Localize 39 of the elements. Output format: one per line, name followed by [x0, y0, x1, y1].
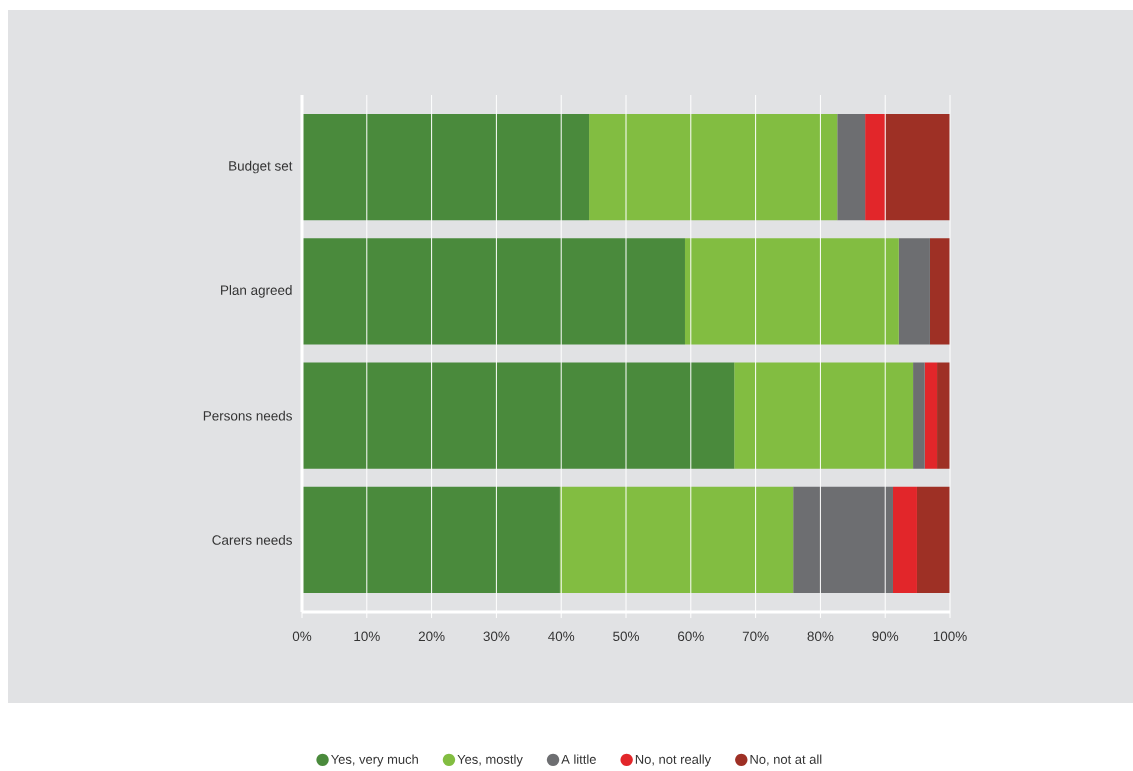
bar [892, 486, 917, 594]
x-tick-label: 90% [872, 631, 899, 642]
bar [865, 113, 886, 221]
bar [929, 238, 951, 345]
bar [302, 238, 685, 345]
bar [559, 486, 794, 594]
bar [734, 362, 914, 469]
x-tick-label: 40% [548, 631, 575, 642]
x-tick-label: 80% [807, 631, 834, 642]
y-tick-label: Plan agreed [221, 285, 292, 298]
bar [913, 362, 925, 469]
bar [924, 362, 938, 469]
x-tick-label: 60% [678, 631, 704, 642]
legend-label: No, not really [635, 754, 712, 767]
bar [937, 362, 951, 469]
x-tick-label: 70% [742, 631, 769, 642]
y-tick-label: Persons needs [203, 410, 292, 421]
bar [302, 486, 560, 594]
y-tick-label: Budget set [229, 160, 293, 174]
x-tick-label: 100% [933, 631, 967, 642]
bar [302, 362, 735, 469]
bar [302, 113, 590, 221]
legend-label: Yes, very much [331, 754, 418, 767]
legend-label: Yes, mostly [457, 754, 523, 767]
y-tick-label: Carers needs [212, 534, 292, 545]
bar [837, 113, 866, 221]
bar [589, 113, 838, 221]
x-tick-label: 30% [483, 631, 510, 642]
bar [684, 238, 899, 345]
bar [793, 486, 893, 594]
bar [898, 238, 930, 345]
bar [916, 486, 951, 594]
x-tick-label: 10% [354, 631, 380, 642]
x-tick-label: 50% [613, 631, 639, 642]
legend-label: No, not at all [750, 754, 822, 766]
x-tick-label: 20% [418, 631, 445, 642]
legend-label: A little [561, 754, 596, 764]
bar [885, 113, 951, 221]
x-tick-label: 0% [292, 631, 312, 642]
